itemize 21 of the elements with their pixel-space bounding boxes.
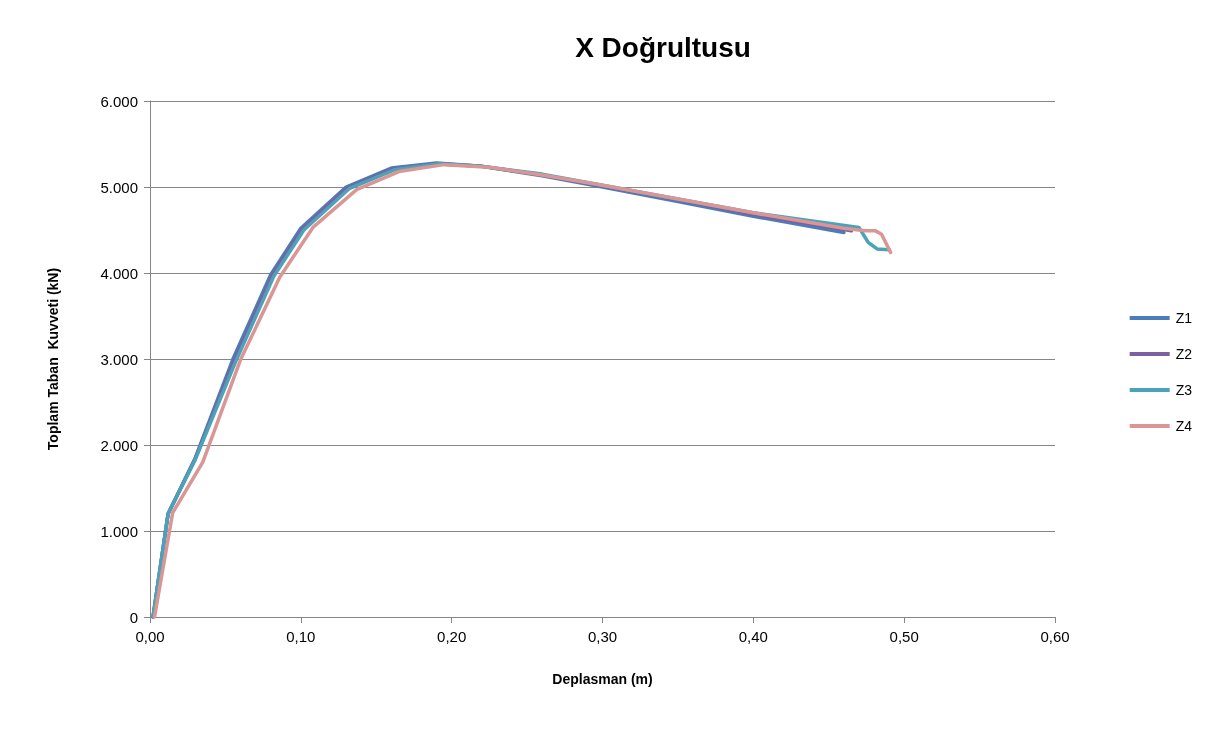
x-tick-label: 0,50 <box>889 628 919 645</box>
chart-title: X Doğrultusu <box>575 31 751 63</box>
y-tick-label: 2.000 <box>100 436 138 454</box>
legend-label: Z3 <box>1175 382 1193 398</box>
y-tick-label: 0 <box>129 608 138 626</box>
x-tick-label: 0,00 <box>135 628 165 645</box>
legend-label: Z2 <box>1175 346 1193 362</box>
x-axis-title: Deplasman (m) <box>552 671 653 687</box>
x-tick-label: 0,40 <box>738 628 768 645</box>
y-axis-title: Toplam Taban Kuvveti (kN) <box>45 267 61 451</box>
x-tick-label: 0,60 <box>1040 628 1070 645</box>
legend-label: Z4 <box>1175 418 1193 434</box>
x-tick-label: 0,20 <box>437 628 467 645</box>
y-tick-label: 4.000 <box>100 264 138 282</box>
legend-label: Z1 <box>1175 310 1193 326</box>
y-tick-label: 1.000 <box>100 522 138 540</box>
y-tick-label: 3.000 <box>100 350 138 368</box>
y-tick-label: 5.000 <box>100 178 138 196</box>
x-tick-label: 0,10 <box>286 628 316 645</box>
y-tick-label: 6.000 <box>100 92 138 110</box>
x-tick-label: 0,30 <box>587 628 618 645</box>
